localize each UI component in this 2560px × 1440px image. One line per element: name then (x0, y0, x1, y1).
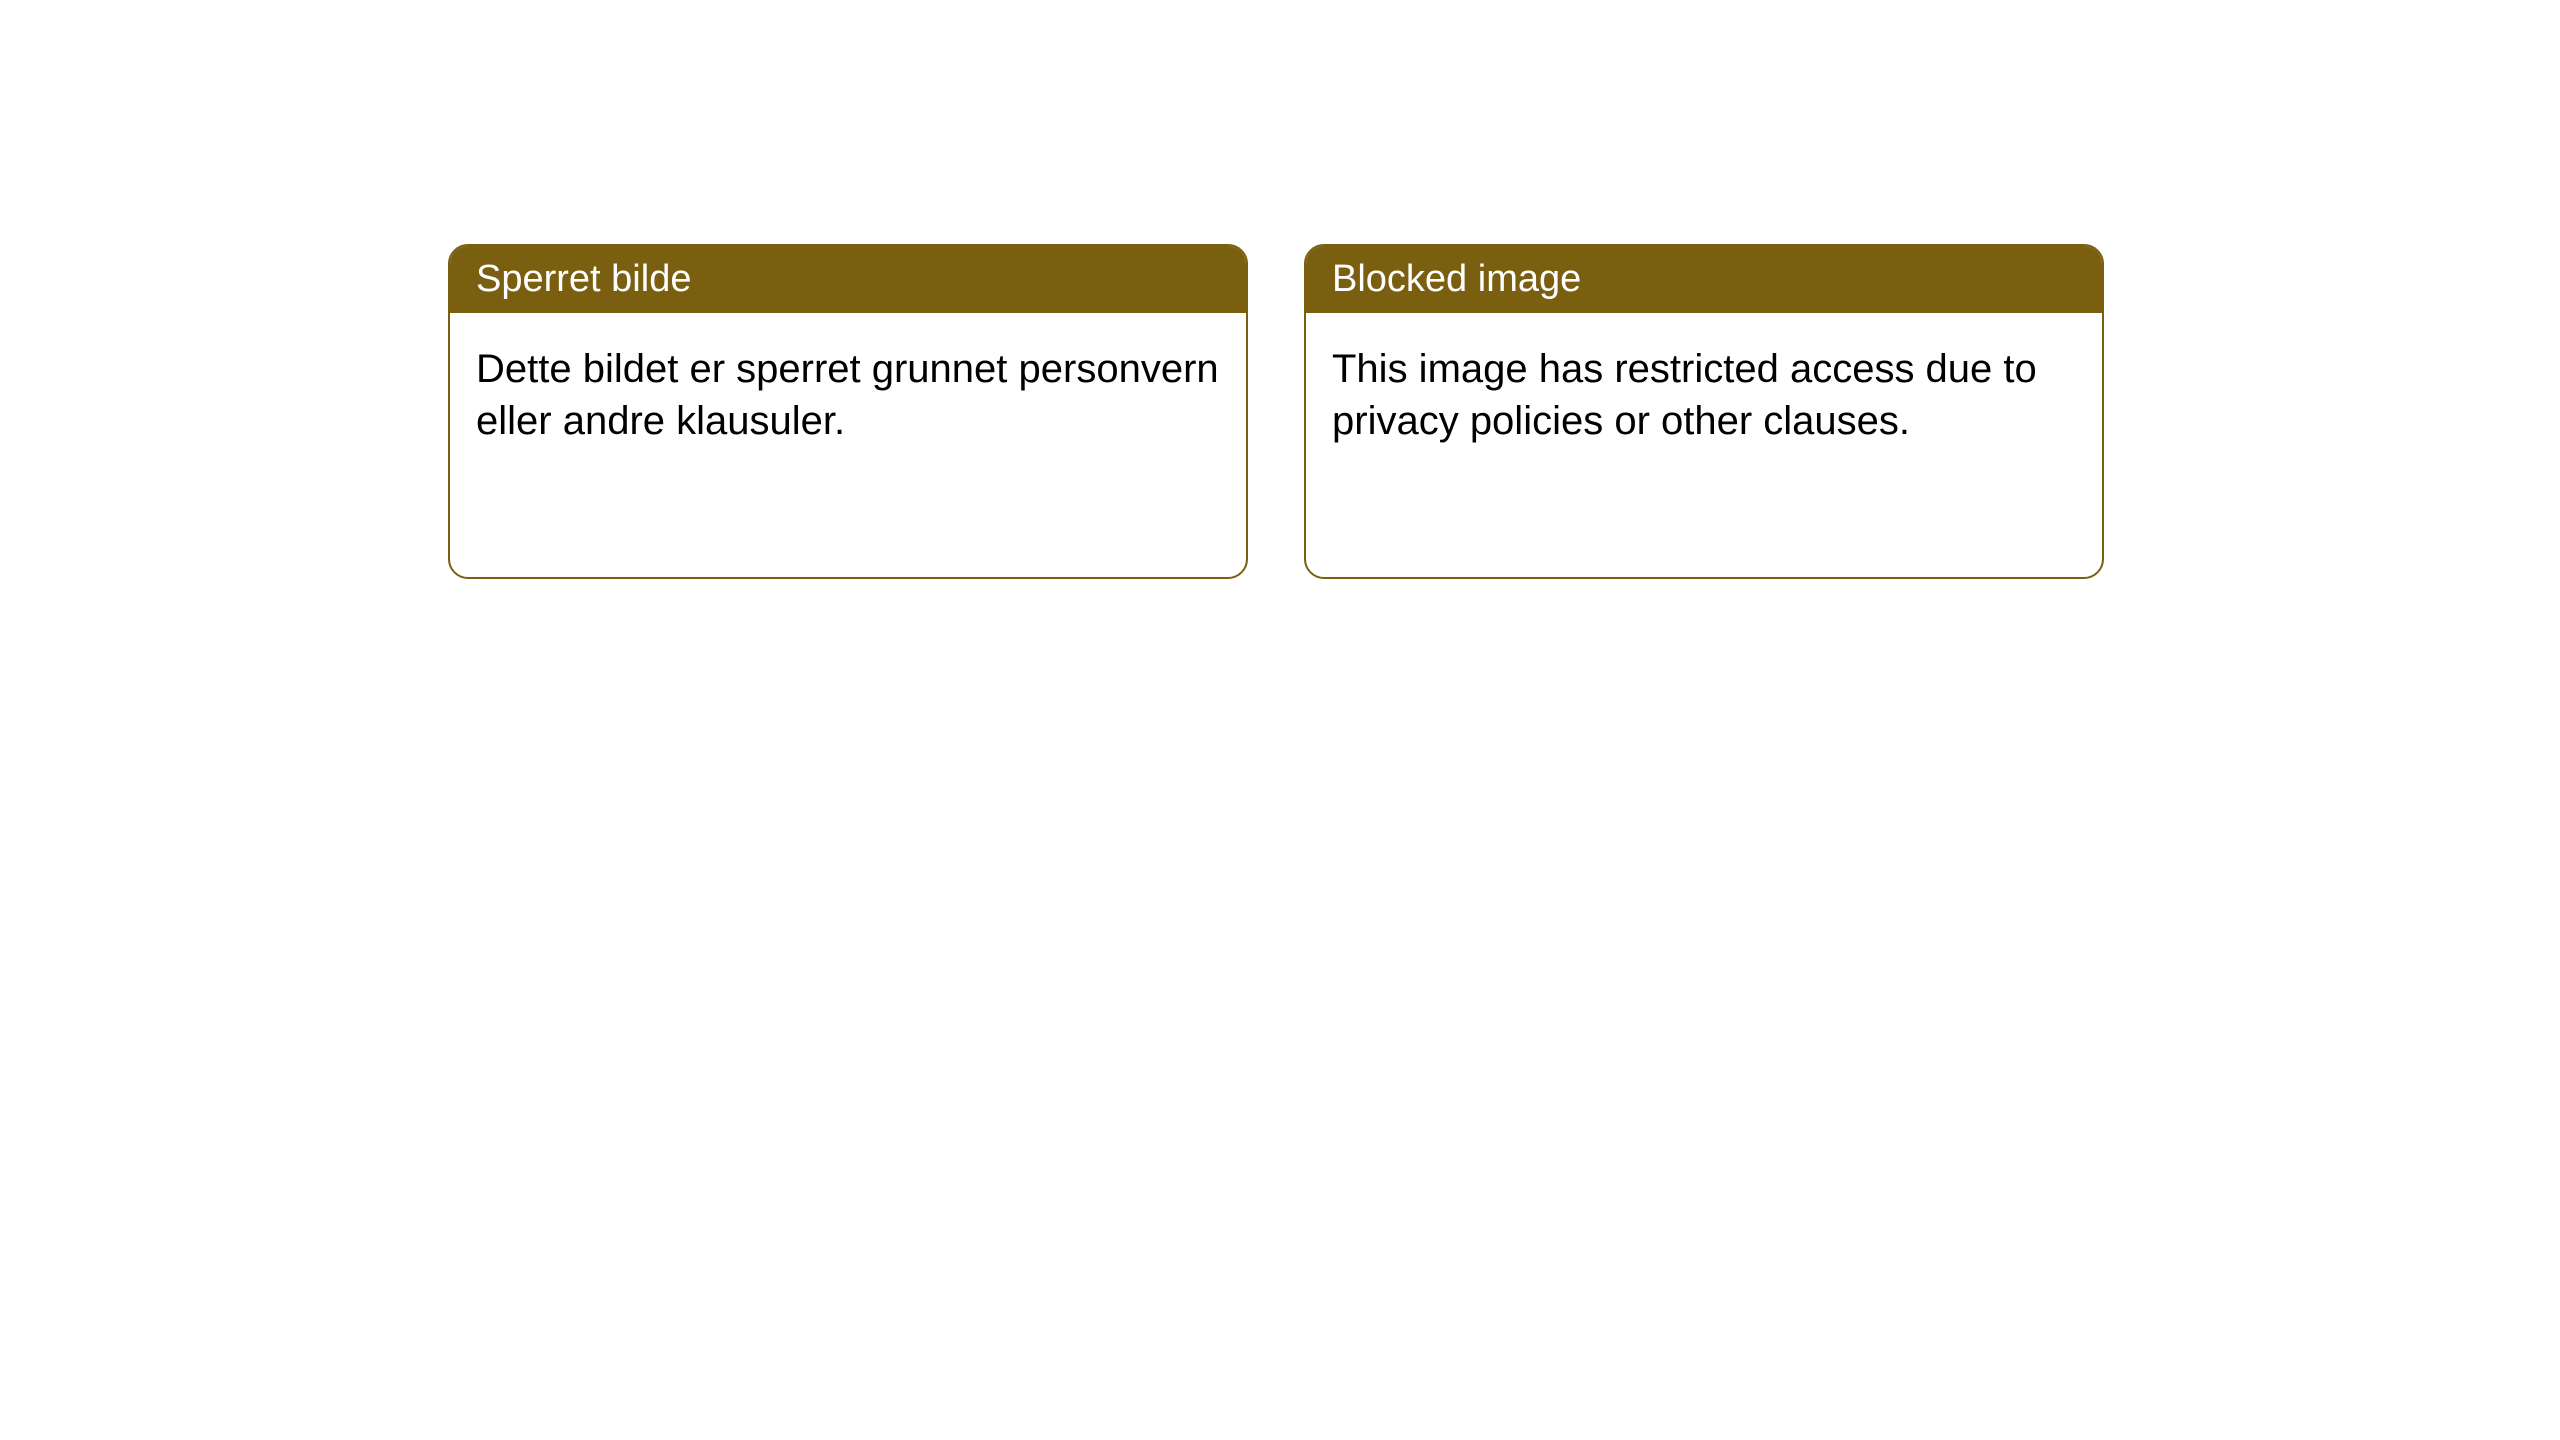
notice-body-text: This image has restricted access due to … (1332, 347, 2037, 443)
notice-body-text: Dette bildet er sperret grunnet personve… (476, 347, 1219, 443)
notice-title: Blocked image (1332, 258, 1581, 300)
notice-header: Blocked image (1306, 246, 2102, 313)
notice-norwegian: Sperret bilde Dette bildet er sperret gr… (448, 244, 1248, 579)
notice-english: Blocked image This image has restricted … (1304, 244, 2104, 579)
notice-body: This image has restricted access due to … (1306, 313, 2102, 477)
notice-title: Sperret bilde (476, 258, 691, 300)
notice-header: Sperret bilde (450, 246, 1246, 313)
notices-container: Sperret bilde Dette bildet er sperret gr… (448, 244, 2104, 579)
notice-body: Dette bildet er sperret grunnet personve… (450, 313, 1246, 477)
